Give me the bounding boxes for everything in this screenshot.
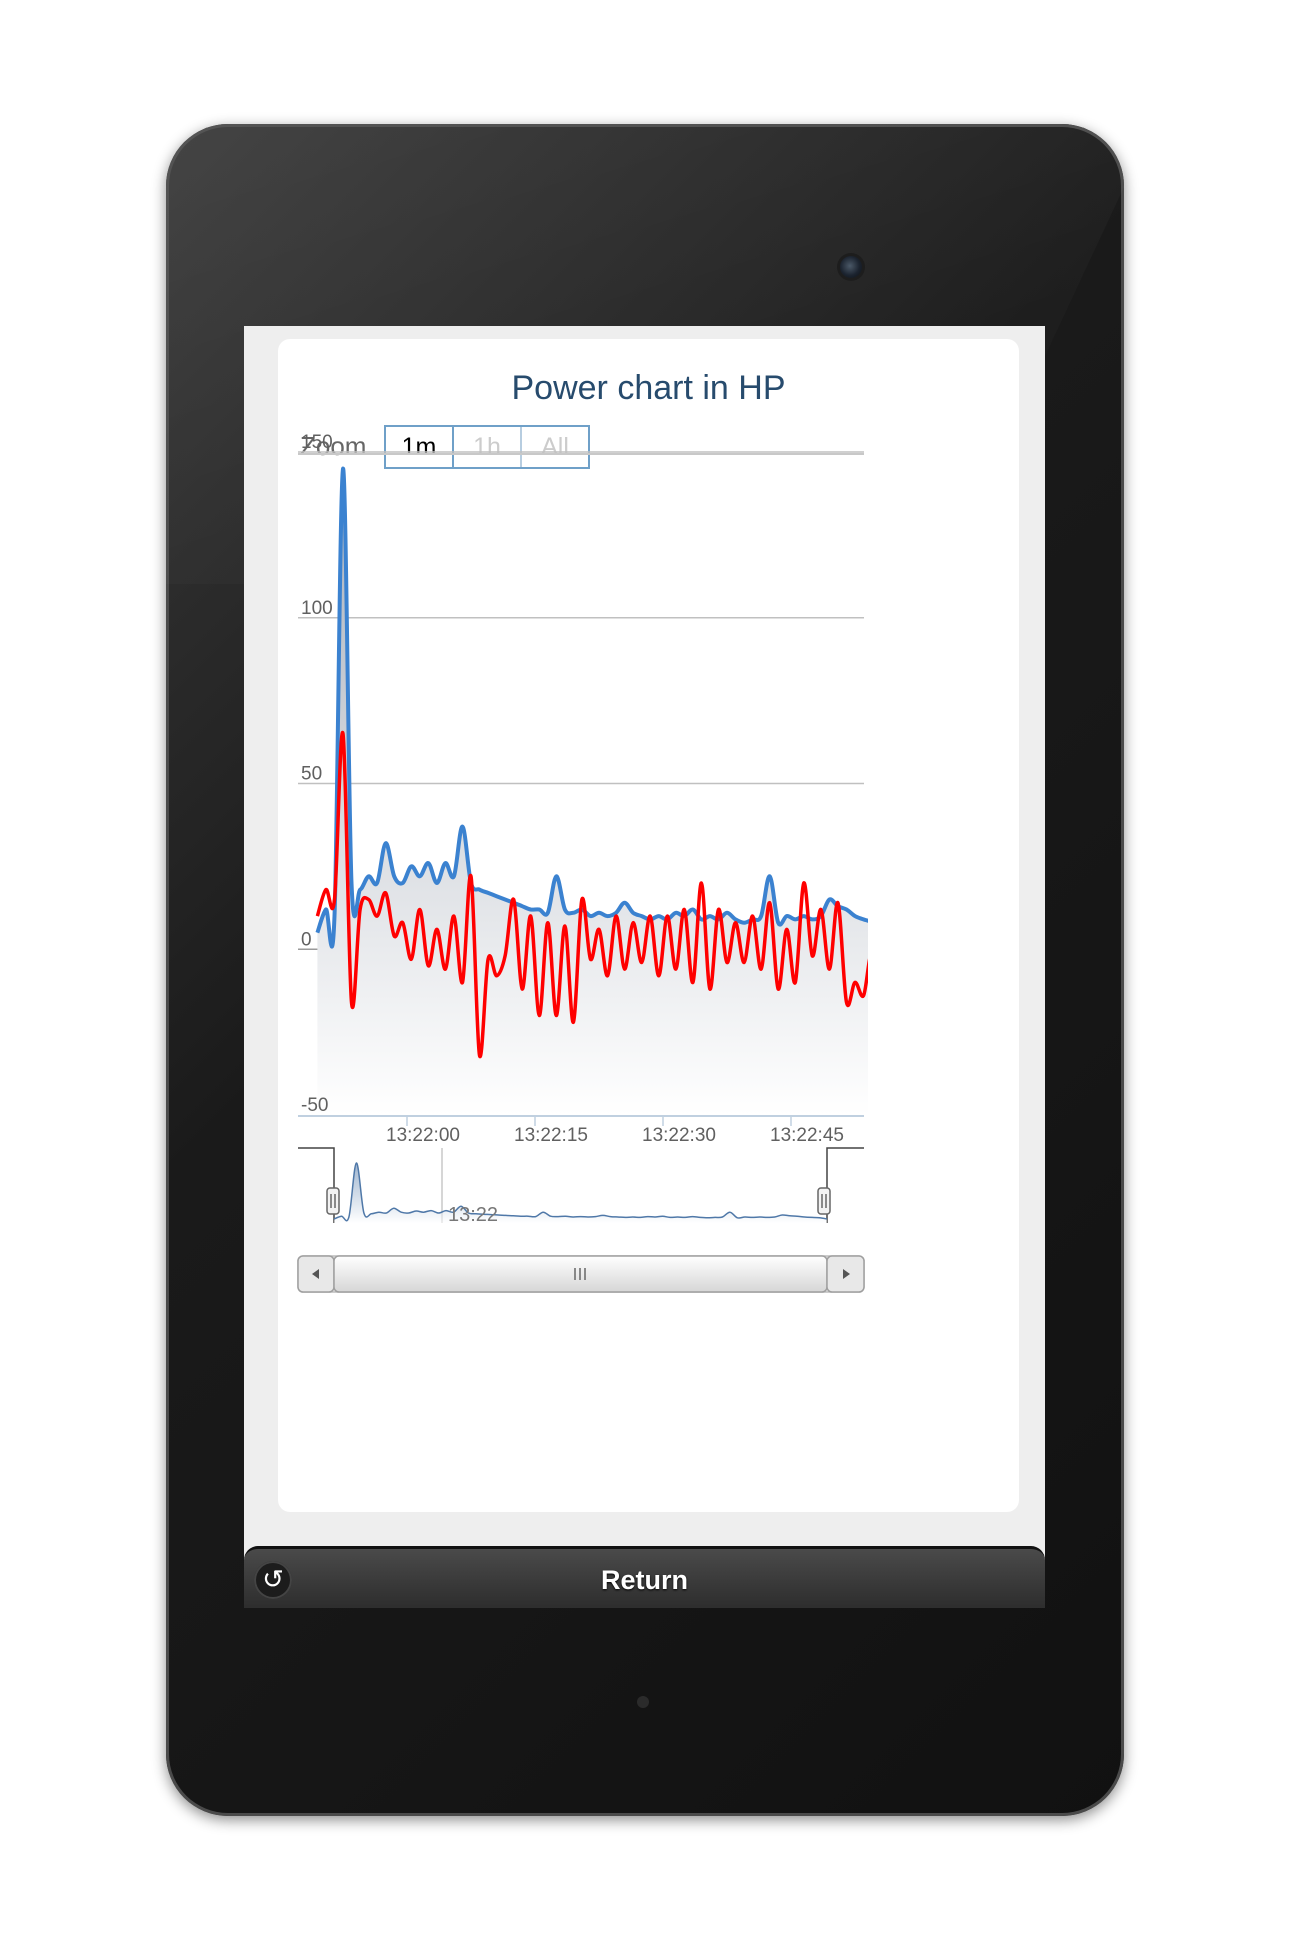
y-tick-label: 50 — [301, 764, 322, 785]
y-tick-label: 150 — [301, 432, 333, 453]
zoom-label: Zoom — [300, 431, 367, 461]
navigator-area — [334, 1162, 827, 1223]
app-screen: Power chart in HP Zoom 1m 1h All — [244, 326, 1045, 1608]
navigator-series — [298, 1147, 864, 1223]
y-tick-label: -50 — [301, 1095, 328, 1116]
x-tick-label: 13:22:45 — [770, 1125, 844, 1146]
zoom-1h-button[interactable]: 1h — [454, 427, 522, 467]
chart-title: Power chart in HP — [511, 369, 786, 407]
chart-card: Power chart in HP Zoom 1m 1h All — [278, 339, 1019, 1512]
scrollbar-grip-icon — [574, 1268, 586, 1280]
front-camera — [840, 256, 862, 278]
series-1-line — [315, 730, 868, 1059]
x-tick-label: 13:22:15 — [514, 1125, 588, 1146]
x-tick-label: 13:22:00 — [386, 1125, 460, 1146]
scroll-left-arrow-icon — [312, 1269, 319, 1279]
navigator-time-label: 13:22 — [448, 1204, 498, 1226]
scroll-right-arrow-icon — [843, 1269, 850, 1279]
zoom-all-button[interactable]: All — [522, 427, 588, 467]
return-button[interactable]: Return — [601, 1565, 688, 1595]
footer-bar: Return ↺ — [244, 1546, 1045, 1608]
navigator-left-handle[interactable] — [326, 1187, 340, 1215]
zoom-button-group: 1m 1h All — [384, 425, 590, 469]
y-tick-label: 0 — [301, 929, 312, 950]
navigator-right-handle[interactable] — [817, 1187, 831, 1215]
scrollbar[interactable] — [297, 1255, 865, 1293]
x-tick-label: 13:22:30 — [642, 1125, 716, 1146]
navigator-outline — [298, 1147, 864, 1223]
axis-labels: 150 100 50 0 -50 13:22:00 13:22:15 13:22:30 13:2… — [301, 432, 844, 1146]
navigator[interactable]: 13:22 — [298, 1147, 864, 1226]
navigator-line — [333, 1162, 828, 1222]
power-chart: 150 100 50 0 -50 13:22:00 13:22:15 13:22:30 13:2… — [297, 432, 868, 1293]
zoom-1m-button[interactable]: 1m — [386, 427, 454, 467]
return-arrow-icon[interactable]: ↺ — [254, 1561, 292, 1599]
bottom-sensor — [637, 1696, 649, 1708]
series-0-area — [317, 468, 868, 1115]
y-tick-label: 100 — [301, 598, 333, 619]
series-layer — [315, 466, 868, 1115]
series-0-line — [315, 466, 868, 949]
